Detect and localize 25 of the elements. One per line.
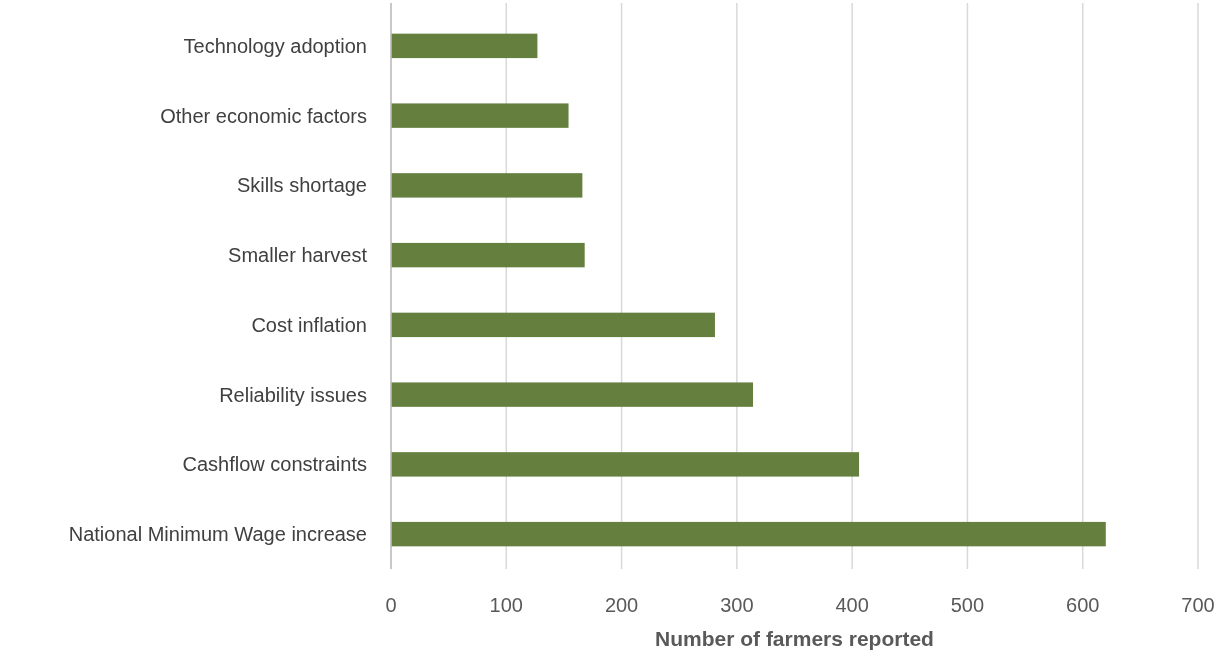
bar bbox=[391, 33, 538, 59]
bar bbox=[391, 103, 569, 128]
x-tick-label: 500 bbox=[950, 594, 985, 616]
bar bbox=[391, 382, 753, 407]
x-tick-label: 100 bbox=[489, 594, 523, 616]
bar bbox=[391, 242, 585, 268]
y-tick-label: Smaller harvest bbox=[228, 244, 368, 267]
x-tick-label: 400 bbox=[835, 594, 869, 616]
x-tick-label: 300 bbox=[720, 594, 754, 616]
y-tick-label: Reliability issues bbox=[219, 383, 367, 406]
bar bbox=[391, 452, 860, 477]
x-tick-label: 600 bbox=[1066, 594, 1100, 616]
y-tick-label: National Minimum Wage increase bbox=[68, 523, 367, 546]
bar bbox=[391, 312, 715, 338]
bar bbox=[391, 521, 1106, 547]
y-tick-label: Technology adoption bbox=[183, 34, 367, 57]
x-axis-title: Number of farmers reported bbox=[655, 627, 934, 650]
bar bbox=[391, 173, 583, 198]
x-tick-label: 200 bbox=[604, 594, 639, 616]
y-tick-label: Skills shortage bbox=[236, 174, 367, 197]
y-tick-label: Cashflow constraints bbox=[182, 453, 367, 476]
y-tick-label: Cost inflation bbox=[251, 313, 367, 336]
x-tick-label: 700 bbox=[1181, 594, 1215, 616]
y-tick-label: Other economic factors bbox=[160, 104, 367, 127]
x-tick-label: 0 bbox=[385, 594, 397, 616]
